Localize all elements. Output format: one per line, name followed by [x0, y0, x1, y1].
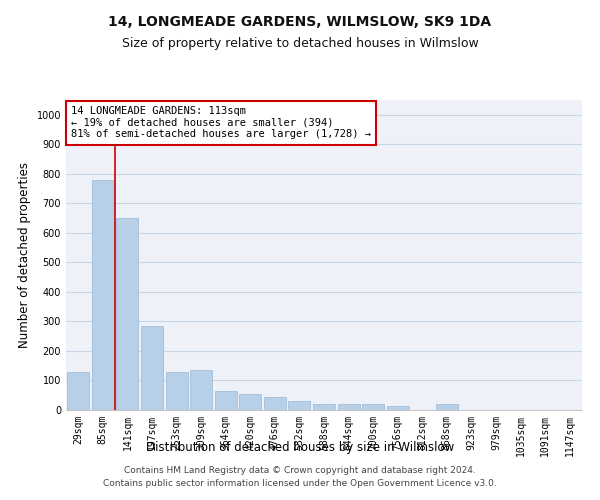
Bar — [338, 404, 359, 410]
Bar — [264, 396, 286, 410]
Bar — [239, 394, 262, 410]
Text: Contains HM Land Registry data © Crown copyright and database right 2024.
Contai: Contains HM Land Registry data © Crown c… — [103, 466, 497, 487]
Text: Size of property relative to detached houses in Wilmslow: Size of property relative to detached ho… — [122, 38, 478, 51]
Text: Distribution of detached houses by size in Wilmslow: Distribution of detached houses by size … — [146, 441, 454, 454]
Bar — [436, 404, 458, 410]
Bar — [190, 370, 212, 410]
Bar — [215, 391, 237, 410]
Bar — [289, 401, 310, 410]
Bar — [386, 406, 409, 410]
Y-axis label: Number of detached properties: Number of detached properties — [18, 162, 31, 348]
Text: 14 LONGMEADE GARDENS: 113sqm
← 19% of detached houses are smaller (394)
81% of s: 14 LONGMEADE GARDENS: 113sqm ← 19% of de… — [71, 106, 371, 140]
Bar — [166, 372, 188, 410]
Bar — [92, 180, 114, 410]
Bar — [313, 404, 335, 410]
Text: 14, LONGMEADE GARDENS, WILMSLOW, SK9 1DA: 14, LONGMEADE GARDENS, WILMSLOW, SK9 1DA — [109, 15, 491, 29]
Bar — [116, 218, 139, 410]
Bar — [362, 404, 384, 410]
Bar — [67, 372, 89, 410]
Bar — [141, 326, 163, 410]
